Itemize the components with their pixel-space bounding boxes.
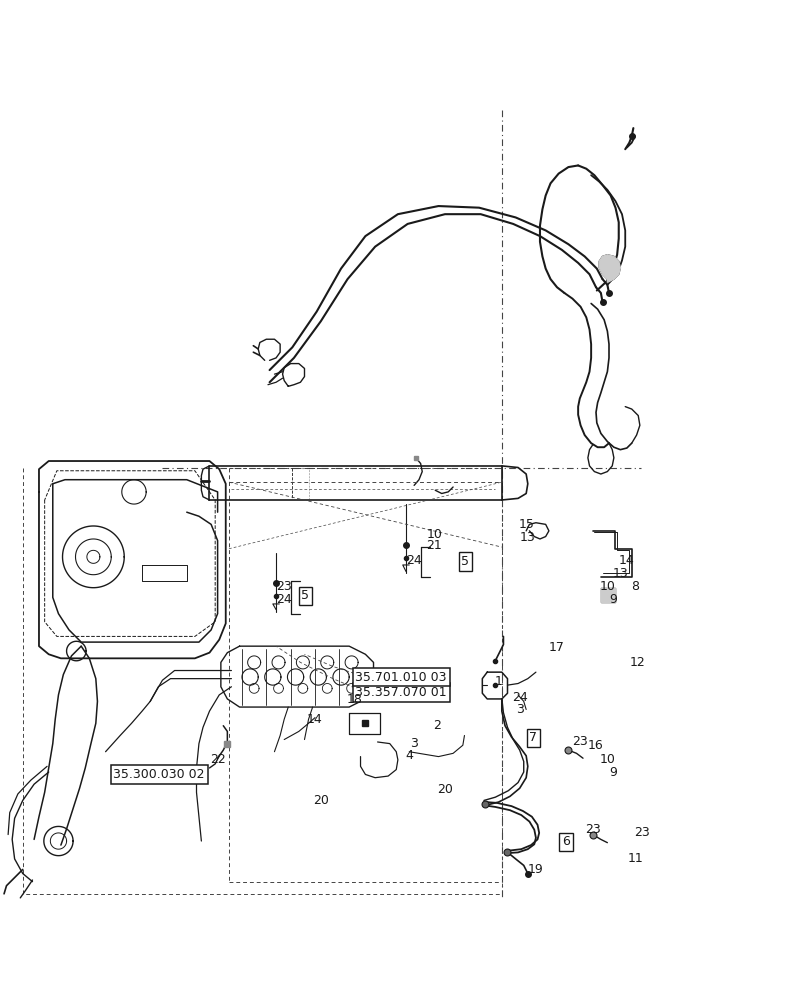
Text: 10: 10	[599, 580, 615, 593]
Text: 9: 9	[608, 593, 616, 606]
Text: 13: 13	[611, 567, 628, 580]
Text: 6: 6	[561, 835, 569, 848]
Text: 10: 10	[426, 528, 442, 541]
Text: 14: 14	[618, 554, 634, 567]
Text: 3: 3	[515, 703, 523, 716]
Text: 17: 17	[548, 641, 564, 654]
Text: 18: 18	[346, 693, 363, 706]
Text: 23: 23	[571, 735, 587, 748]
Text: 1: 1	[494, 675, 502, 688]
Text: 35.701.010 03: 35.701.010 03	[355, 671, 446, 684]
Text: 8: 8	[630, 580, 638, 593]
Text: 12: 12	[629, 656, 645, 669]
Text: 23: 23	[633, 826, 650, 839]
Text: 35.357.070 01: 35.357.070 01	[355, 686, 446, 699]
Text: 16: 16	[586, 739, 603, 752]
Text: 3: 3	[410, 737, 418, 750]
Text: 24: 24	[512, 691, 528, 704]
Text: 13: 13	[519, 531, 535, 544]
Text: 2: 2	[432, 719, 440, 732]
Text: 9: 9	[608, 766, 616, 779]
Text: 19: 19	[527, 863, 543, 876]
Text: 4: 4	[405, 749, 413, 762]
Text: 21: 21	[426, 539, 442, 552]
Polygon shape	[599, 255, 620, 282]
Text: 11: 11	[627, 852, 643, 865]
Text: 35.300.030 02: 35.300.030 02	[114, 768, 204, 781]
Text: 24: 24	[276, 593, 292, 606]
Text: 10: 10	[599, 753, 615, 766]
Polygon shape	[600, 588, 615, 601]
Text: 24: 24	[406, 554, 422, 567]
Text: 7: 7	[529, 731, 537, 744]
Text: 20: 20	[312, 794, 328, 807]
Text: 14: 14	[306, 713, 322, 726]
Text: 23: 23	[584, 823, 600, 836]
Text: 23: 23	[276, 580, 292, 593]
Text: 5: 5	[461, 555, 469, 568]
Text: 22: 22	[209, 753, 225, 766]
Text: 15: 15	[518, 518, 534, 531]
Text: 20: 20	[436, 783, 453, 796]
Text: 5: 5	[301, 589, 309, 602]
